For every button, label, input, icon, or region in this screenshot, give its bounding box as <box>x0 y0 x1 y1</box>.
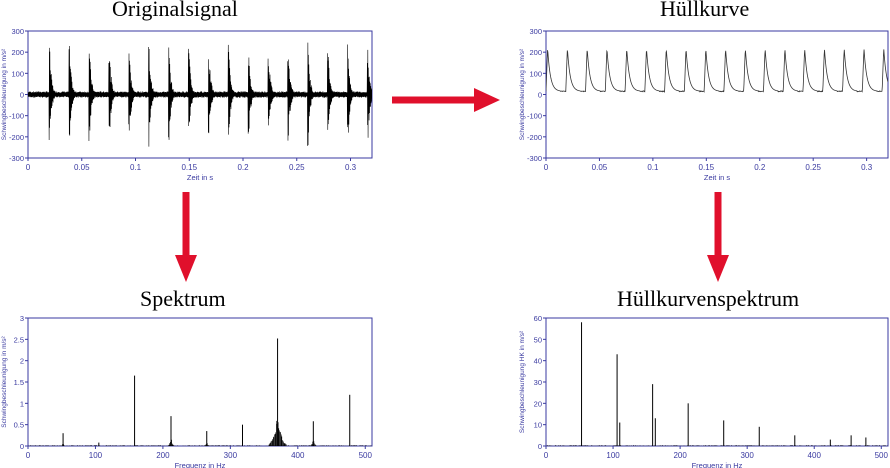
y-tick-label: -100 <box>527 112 542 121</box>
x-tick-label: 100 <box>89 451 103 460</box>
x-tick-label: 0 <box>544 451 549 460</box>
x-tick-label: 400 <box>808 451 822 460</box>
x-axis-label: Frequenz in Hz <box>692 461 743 468</box>
y-tick-label: 3 <box>20 314 24 323</box>
x-tick-label: 0.3 <box>345 163 357 172</box>
y-tick-label: 2.5 <box>14 335 24 344</box>
plot-frame <box>545 317 889 447</box>
x-tick-label: 0 <box>26 163 31 172</box>
y-tick-label: 100 <box>529 69 542 78</box>
x-tick-label: 0.1 <box>130 163 142 172</box>
y-tick-label: -200 <box>527 133 542 142</box>
y-tick-label: 60 <box>534 314 542 323</box>
x-tick-label: 0.15 <box>699 163 715 172</box>
title-envelope: Hüllkurve <box>660 0 750 21</box>
y-tick-label: 0 <box>538 442 542 451</box>
title-spectrum: Spektrum <box>140 286 226 311</box>
y-axis-label: Schwingbeschleunigung in m/s² <box>1 335 8 427</box>
x-tick-label: 0.05 <box>74 163 90 172</box>
y-axis-label: Schwingbeschleunigung in m/s² <box>1 48 8 140</box>
x-tick-label: 300 <box>740 451 754 460</box>
series-line <box>546 49 888 94</box>
y-tick-label: 0 <box>538 91 542 100</box>
y-tick-label: 0.5 <box>14 421 24 430</box>
chart-original: 0 0.05 0.1 0.15 0.2 0.25 0.3 -300 -200 -100 0 100 20… <box>1 27 373 182</box>
x-tick-label: 0 <box>544 163 549 172</box>
y-tick-label: 20 <box>534 399 542 408</box>
x-tick-label: 0.2 <box>237 163 249 172</box>
arrow-right <box>392 88 500 112</box>
x-tick-label: 0 <box>26 451 31 460</box>
series-line <box>28 42 372 147</box>
y-tick-label: 1 <box>20 399 24 408</box>
x-tick-label: 100 <box>606 451 620 460</box>
y-axis-label: Schwingbeschleunigung in m/s² <box>519 48 526 140</box>
x-tick-label: 0.25 <box>805 163 821 172</box>
chart-envelope: 0 0.05 0.1 0.15 0.2 0.25 0.3 -300 -200 -100 0 100 20… <box>519 27 889 182</box>
x-tick-label: 0.1 <box>647 163 659 172</box>
plot-frame <box>27 317 373 447</box>
x-tick-label: 500 <box>359 451 373 460</box>
x-axis-label: Zeit in s <box>187 173 214 182</box>
y-tick-label: 2 <box>20 357 24 366</box>
y-axis-label: Schwingbeschleunigung HK in m/s² <box>519 330 526 433</box>
y-tick-label: -300 <box>9 154 24 163</box>
x-axis-label: Frequenz in Hz <box>175 461 226 468</box>
x-tick-label: 0.3 <box>861 163 873 172</box>
plot-frame <box>545 30 889 159</box>
x-tick-label: 200 <box>673 451 687 460</box>
y-tick-label: 40 <box>534 357 542 366</box>
x-tick-label: 0.15 <box>181 163 197 172</box>
y-tick-label: 1.5 <box>14 378 24 387</box>
y-tick-label: 10 <box>534 421 542 430</box>
x-tick-label: 500 <box>875 451 889 460</box>
title-envelope-spectrum: Hüllkurvenspektrum <box>617 286 800 311</box>
y-tick-label: 0 <box>20 442 24 451</box>
x-tick-label: 0.2 <box>754 163 766 172</box>
y-tick-label: 0 <box>20 91 24 100</box>
x-tick-label: 400 <box>291 451 305 460</box>
title-original: Originalsignal <box>112 0 238 21</box>
y-tick-label: 200 <box>529 48 542 57</box>
y-tick-label: -100 <box>9 112 24 121</box>
y-tick-label: -200 <box>9 133 24 142</box>
y-tick-label: 200 <box>11 48 24 57</box>
x-tick-label: 200 <box>156 451 170 460</box>
y-tick-label: 30 <box>534 378 542 387</box>
y-tick-label: 100 <box>11 69 24 78</box>
x-tick-label: 0.05 <box>592 163 608 172</box>
x-axis-label: Zeit in s <box>704 173 731 182</box>
x-tick-label: 300 <box>224 451 238 460</box>
y-tick-label: 50 <box>534 335 542 344</box>
arrow-down-right <box>707 192 729 282</box>
chart-spectrum: 0 100 200 300 400 500 0 0.5 1 1.5 2 2.5 3 Frequenz in… <box>1 314 373 468</box>
x-tick-label: 0.25 <box>289 163 305 172</box>
y-tick-label: 300 <box>11 27 24 36</box>
y-tick-label: -300 <box>527 154 542 163</box>
arrow-down-left <box>175 192 197 282</box>
chart-envelope-spectrum: 0 100 200 300 400 500 0 10 20 30 40 50 60 Frequenz in… <box>519 314 889 468</box>
y-tick-label: 300 <box>529 27 542 36</box>
